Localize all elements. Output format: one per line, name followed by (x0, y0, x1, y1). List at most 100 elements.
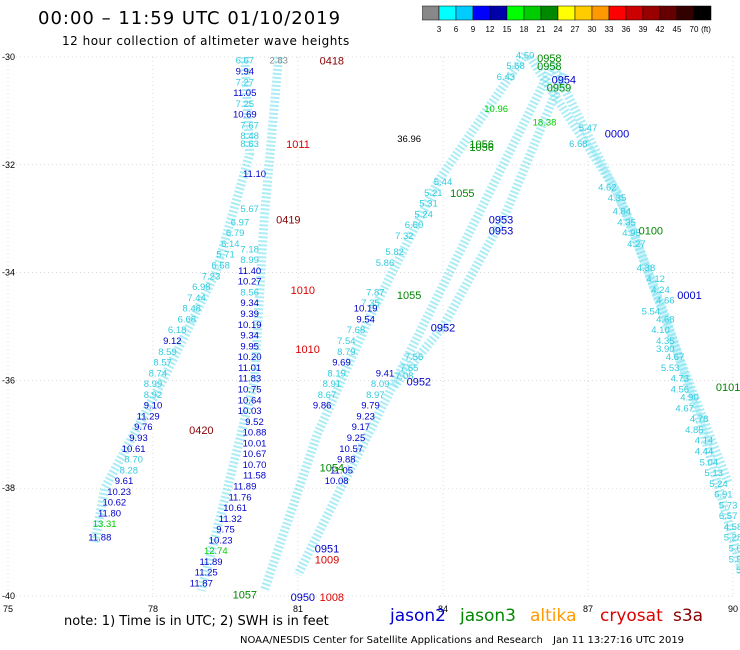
x-tick-label: 75 (3, 604, 13, 614)
footer-credit: NOAA/NESDIS Center for Satellite Applica… (240, 635, 543, 646)
swh-value-label: 9.54 (356, 314, 375, 325)
swh-value-label: 9.93 (129, 433, 148, 444)
swh-value-label: 7.32 (395, 231, 414, 242)
colorbar-tick-label: 6 (454, 25, 459, 34)
colorbar-swatch (455, 5, 474, 21)
colorbar-tick-label: 30 (588, 25, 597, 34)
time-label: 1055 (450, 188, 474, 200)
swh-value-label: 6.98 (192, 282, 211, 293)
swh-value-label: 8.91 (323, 379, 342, 390)
swh-value-label: 5.54 (642, 306, 661, 317)
x-tick-label: 84 (438, 604, 448, 614)
swh-value-label: 8.59 (158, 347, 177, 358)
time-label: 1011 (286, 139, 310, 151)
satellite-track (293, 60, 559, 577)
swh-value-label: 6.43 (497, 72, 516, 83)
swh-value-label: 5.47 (579, 123, 598, 134)
y-tick-label: -32 (2, 160, 15, 170)
swh-value-label: 8.56 (240, 287, 259, 298)
swh-value-label: 4.14 (695, 436, 714, 447)
colorbar-tick-label: 21 (537, 25, 546, 34)
swh-value-label: 9.23 (356, 411, 375, 422)
swh-value-label: 10.19 (238, 320, 262, 331)
swh-value-label: 9.25 (347, 433, 366, 444)
swh-value-label: 9.39 (240, 309, 259, 320)
swh-value-label: 11.58 (243, 471, 266, 482)
swh-value-label: 10.57 (339, 444, 363, 455)
swh-value-label: 9.86 (313, 401, 332, 412)
colorbar-swatch (506, 5, 525, 21)
colorbar-swatch (676, 5, 695, 21)
colorbar-swatch (625, 5, 644, 21)
swh-value-label: 9.69 (332, 358, 351, 369)
swh-value-label: 11.87 (190, 579, 213, 590)
swh-value-label: 8.79 (337, 347, 356, 358)
swh-value-label: 5.44 (434, 177, 453, 188)
swh-value-label: 6.18 (168, 325, 187, 336)
swh-value-label: 4.50 (516, 50, 535, 61)
colorbar-tick-label: 18 (520, 25, 529, 34)
time-label: 0958 (537, 53, 561, 65)
y-tick-label: -34 (2, 268, 15, 278)
swh-value-label: 4.27 (627, 239, 646, 250)
swh-value-label: 10.62 (102, 498, 126, 509)
y-tick-label: -40 (2, 591, 15, 601)
satellite-label-jason3: jason3 (460, 606, 516, 626)
time-label: 0000 (605, 128, 629, 140)
swh-value-label: 10.61 (223, 503, 247, 514)
swh-value-label: 11.89 (233, 482, 256, 493)
swh-value-label: 5.82 (385, 247, 404, 258)
swh-value-label: 8.19 (327, 368, 346, 379)
satellite-label-jason2: jason2 (390, 606, 446, 626)
x-tick-label: 90 (728, 604, 738, 614)
time-label: 1054 (320, 463, 344, 475)
colorbar-tick-label: 9 (471, 25, 476, 34)
swh-value-label: 11.40 (238, 266, 261, 277)
colorbar-swatch (574, 5, 593, 21)
swh-value-label: 8.48 (240, 131, 259, 142)
time-label: 1009 (315, 554, 339, 566)
swh-value-label: 6.57 (719, 511, 738, 522)
swh-value-label: 7.54 (337, 336, 356, 347)
swh-value-label: 7.18 (240, 244, 259, 255)
colorbar-legend: 3 6 9 12 15 18 21 24 27 30 33 36 39 42 45 70 (ft) (422, 5, 712, 34)
swh-value-label: 7.08 (395, 371, 414, 382)
swh-value-label: 8.99 (240, 255, 259, 266)
swh-value-label: 4.24 (651, 285, 670, 296)
swh-value-label: 9.12 (163, 336, 182, 347)
swh-value-label: 12.74 (204, 546, 228, 557)
colorbar-swatch (472, 5, 491, 21)
swh-value-label: 9.17 (352, 422, 371, 433)
colorbar-tick-label: 42 (656, 25, 665, 34)
swh-value-label: 6.79 (226, 228, 245, 239)
time-label: 0418 (320, 56, 344, 68)
satellite-track (550, 65, 733, 485)
colorbar-swatch (591, 5, 610, 21)
swh-value-label: 18.38 (533, 118, 557, 129)
time-label: 0958 (537, 61, 561, 73)
satellite-label-s3a: s3a (673, 606, 704, 626)
swh-value-label: 5.67 (240, 204, 259, 215)
grid (7, 56, 734, 597)
swh-value-label: 6.14 (221, 239, 240, 250)
swh-value-label: 10.01 (243, 438, 267, 449)
footer-timestamp: Jan 11 13:27:16 UTC 2019 (553, 635, 685, 646)
swh-value-label: 4.35 (608, 193, 627, 204)
swh-value-label: 4.73 (671, 374, 690, 385)
swh-value-label: 10.20 (238, 352, 262, 363)
swh-value-label: 8.74 (149, 368, 168, 379)
colorbar-swatch (693, 5, 712, 21)
time-label: 0952 (407, 376, 431, 388)
swh-value-label: 5.58 (729, 554, 740, 565)
x-tick-label: 78 (148, 604, 158, 614)
time-label: 1010 (295, 344, 319, 356)
swh-value-label: 7.25 (236, 99, 255, 110)
swh-value-label: 7.68 (347, 325, 366, 336)
swh-value-label: 11.32 (219, 514, 242, 525)
swh-value-label: 4.44 (695, 446, 714, 457)
swh-value-label: 5.24 (709, 479, 728, 490)
satellite-track (90, 56, 255, 543)
swh-value-label: 6.60 (405, 220, 424, 231)
swh-value-label: 7.56 (405, 352, 424, 363)
y-tick-label: -30 (2, 52, 15, 62)
